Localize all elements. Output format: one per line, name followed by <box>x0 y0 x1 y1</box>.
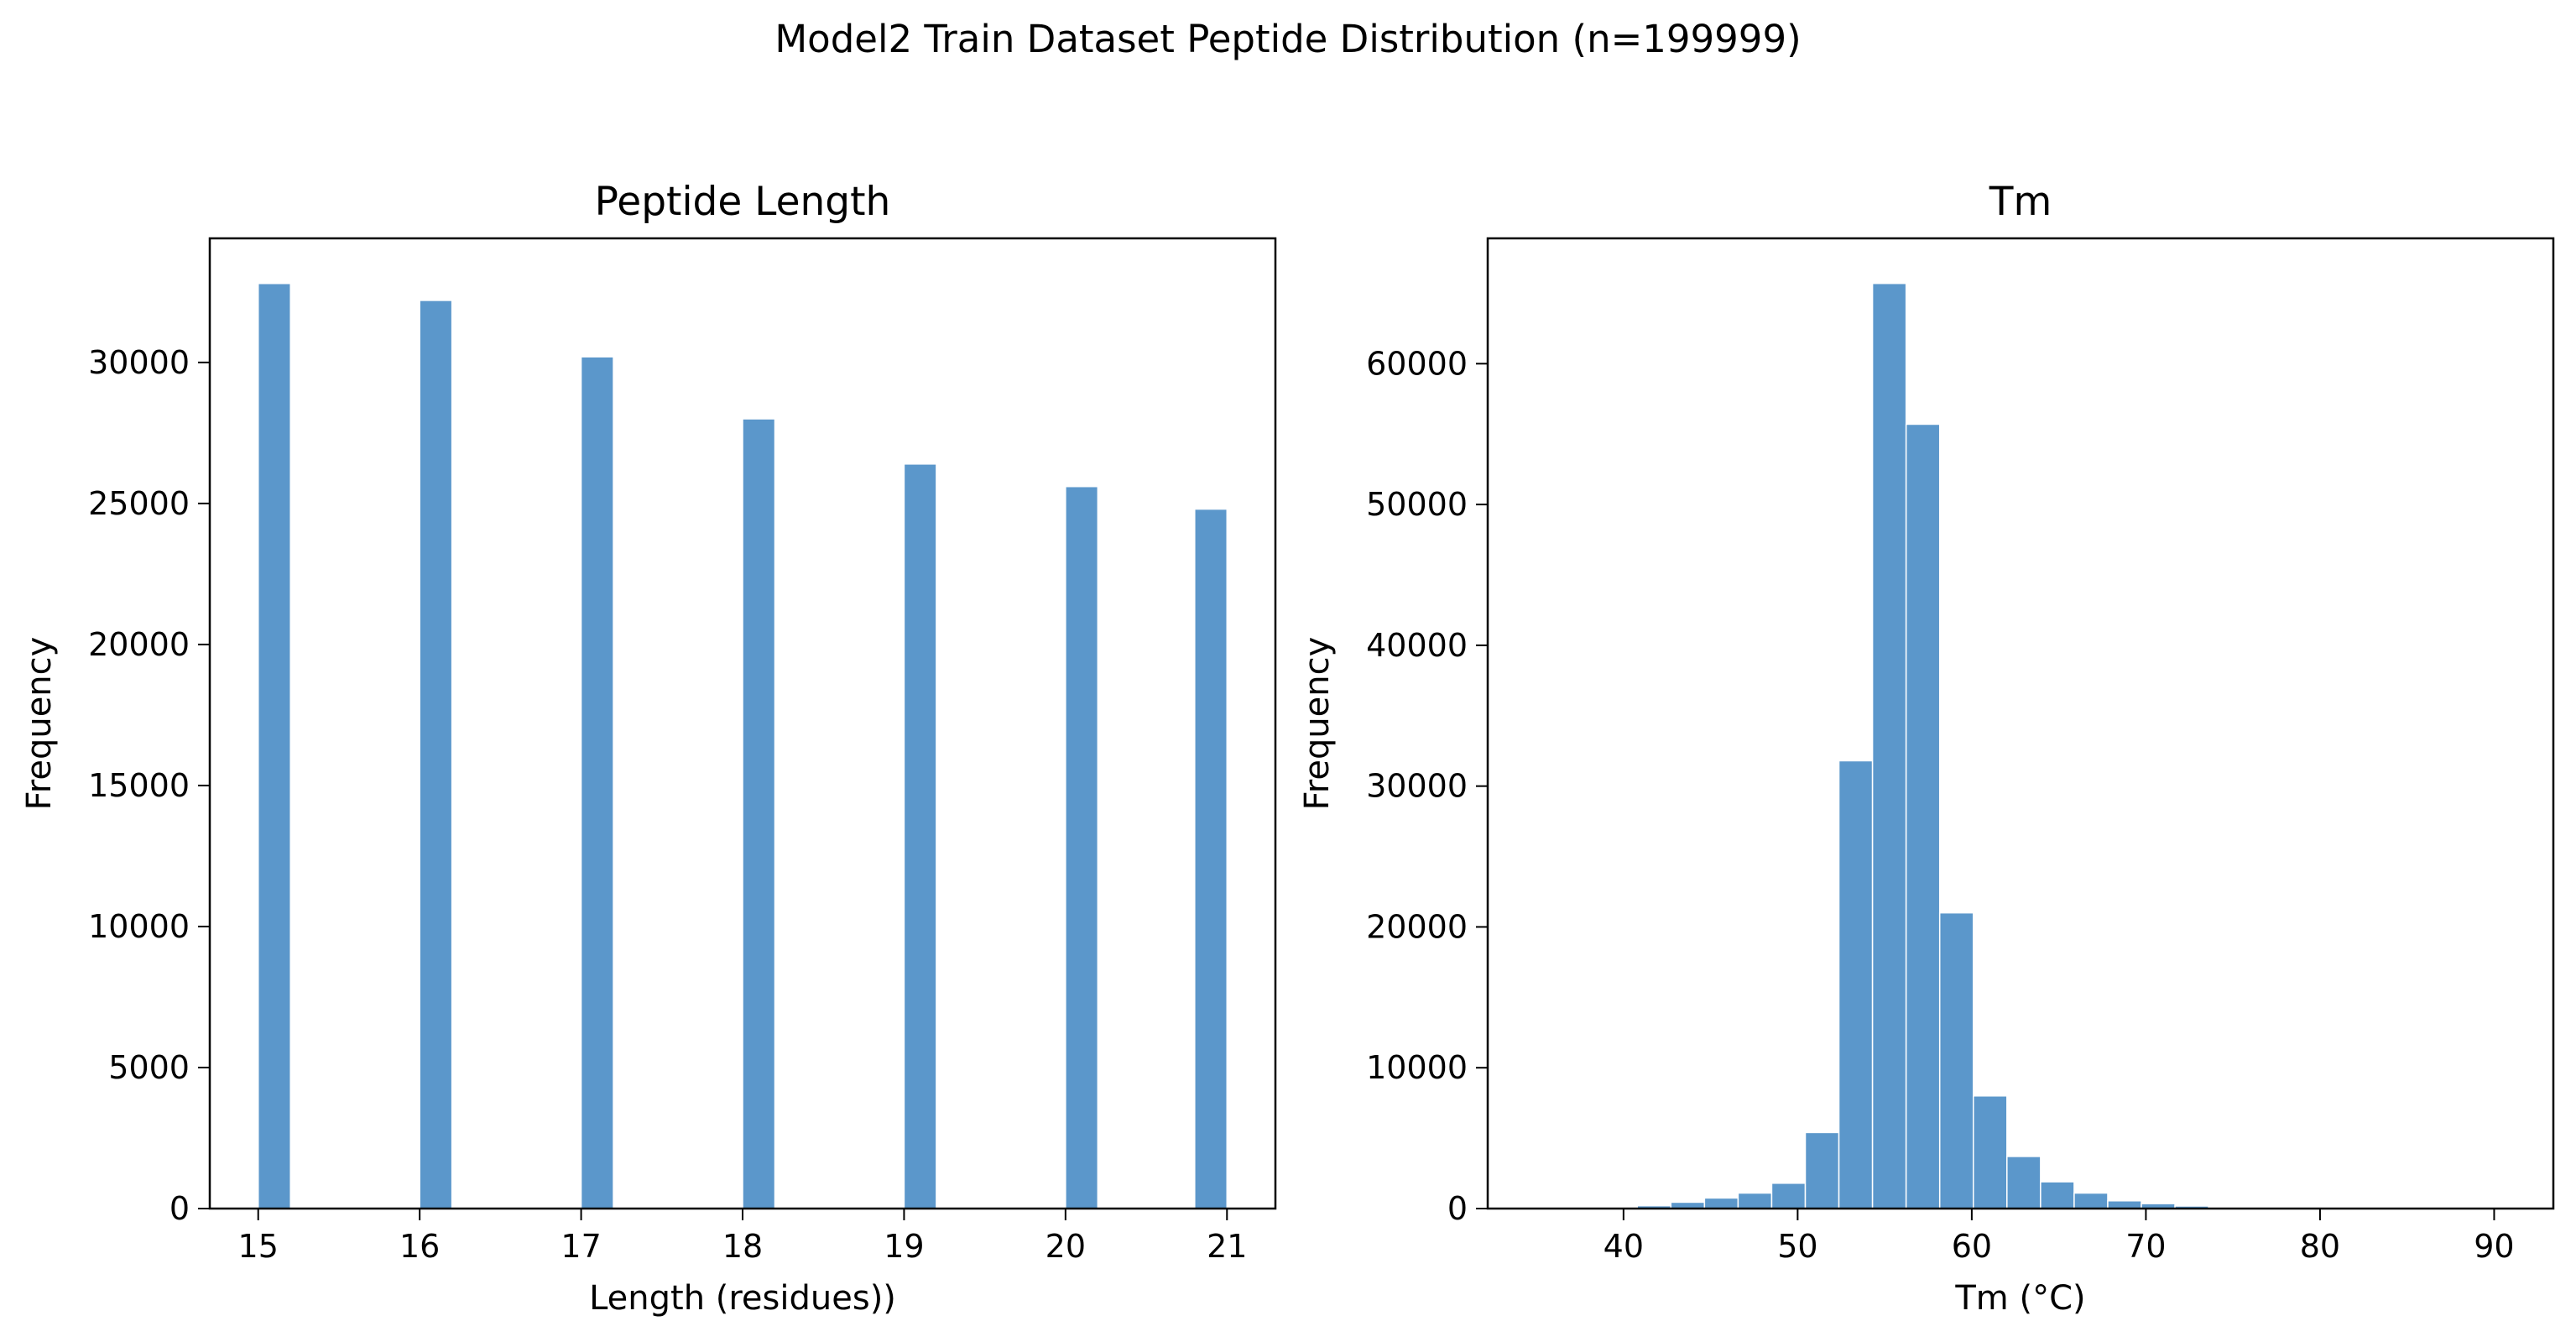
bar <box>1770 1183 1807 1209</box>
bar <box>1065 485 1099 1209</box>
x-tick-label: 16 <box>399 1228 440 1265</box>
bar <box>1703 1197 1739 1209</box>
bar <box>419 300 453 1209</box>
bar <box>2040 1181 2075 1209</box>
bar <box>1871 282 1907 1209</box>
y-tick-label: 15000 <box>88 767 190 804</box>
x-axis-label: Tm (°C) <box>1954 1279 2085 1318</box>
y-tick-label: 0 <box>1447 1190 1468 1227</box>
bar <box>580 356 614 1209</box>
x-tick-label: 20 <box>1046 1228 1086 1265</box>
x-axis-label: Length (residues)) <box>589 1279 896 1318</box>
y-tick-label: 30000 <box>88 344 190 381</box>
bar <box>2107 1200 2142 1209</box>
bar <box>1938 911 1974 1209</box>
figure-suptitle: Model2 Train Dataset Peptide Distributio… <box>774 17 1801 61</box>
chart-panels: 15 16 17 18 19 20 21 0 5000 10000 15000 20000 25000 3… <box>20 179 2555 1318</box>
bar <box>1194 508 1228 1209</box>
x-tick-label: 70 <box>2125 1228 2166 1265</box>
y-tick-label: 0 <box>169 1190 190 1227</box>
bar <box>2073 1192 2109 1209</box>
y-tick-label: 40000 <box>1366 627 1468 664</box>
y-tick-label: 60000 <box>1366 345 1468 382</box>
chart-panel-2: 40 50 60 70 80 90 0 10000 20000 30000 40000 50000 60… <box>1298 179 2555 1318</box>
chart-title: Tm <box>1989 179 2052 225</box>
x-tick-label: 90 <box>2474 1228 2514 1265</box>
y-tick-label: 10000 <box>1366 1049 1468 1086</box>
bar <box>1737 1192 1773 1209</box>
y-tick-label: 5000 <box>108 1049 190 1086</box>
bar <box>2006 1156 2042 1209</box>
y-axis-label: Frequency <box>20 637 59 811</box>
x-tick-label: 60 <box>1952 1228 1992 1265</box>
x-tick-label: 50 <box>1777 1228 1817 1265</box>
x-tick-label: 15 <box>238 1228 279 1265</box>
chart-title: Peptide Length <box>595 179 891 225</box>
bars-group <box>257 283 1228 1209</box>
bars-group <box>1569 282 2546 1209</box>
x-tick-label: 80 <box>2300 1228 2340 1265</box>
x-tick-label: 17 <box>561 1228 601 1265</box>
chart-panel-1: 15 16 17 18 19 20 21 0 5000 10000 15000 20000 25000 3… <box>20 179 1277 1318</box>
y-tick-label: 50000 <box>1366 486 1468 523</box>
y-tick-label: 20000 <box>88 626 190 663</box>
y-tick-label: 10000 <box>88 908 190 945</box>
bar <box>1905 423 1941 1209</box>
bar <box>1838 760 1874 1209</box>
bar <box>903 463 937 1209</box>
y-tick-label: 30000 <box>1366 768 1468 805</box>
y-tick-label: 25000 <box>88 485 190 522</box>
x-tick-label: 18 <box>722 1228 763 1265</box>
x-tick-label: 40 <box>1603 1228 1644 1265</box>
plot-frame <box>1486 237 2555 1210</box>
x-tick-label: 21 <box>1207 1228 1247 1265</box>
bar <box>257 283 291 1209</box>
x-tick-label: 19 <box>884 1228 924 1265</box>
bar <box>742 418 776 1209</box>
bar <box>1973 1095 2008 1209</box>
bar <box>1804 1131 1840 1209</box>
y-axis-label: Frequency <box>1298 637 1337 811</box>
y-tick-label: 20000 <box>1366 908 1468 945</box>
